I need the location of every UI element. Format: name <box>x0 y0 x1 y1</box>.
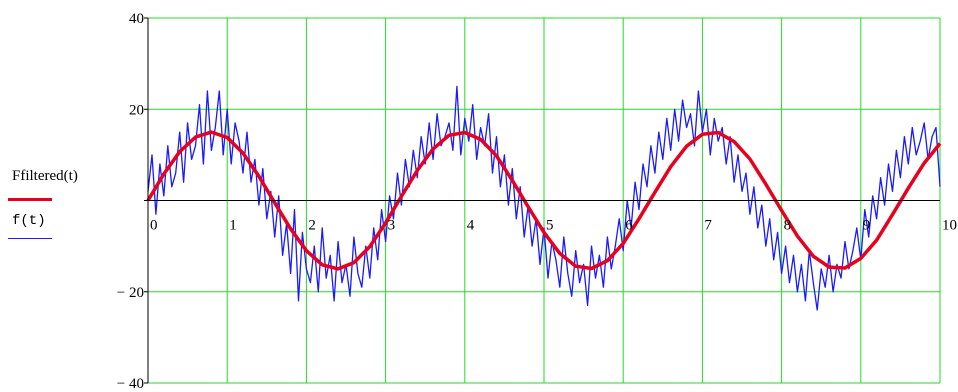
y-tick-label-3: 20 <box>129 102 144 118</box>
axes <box>144 17 940 384</box>
x-tick-label-3: 3 <box>388 218 396 234</box>
legend-label-noisy: f(t) <box>12 213 46 229</box>
series-line-filtered <box>146 130 942 271</box>
x-tick-label-9: 9 <box>863 218 871 234</box>
y-tick-label-0: − 40 <box>117 376 144 392</box>
series-layer <box>146 85 942 311</box>
x-tick-label-6: 6 <box>625 218 633 234</box>
x-tick-label-10: 10 <box>942 218 957 234</box>
x-tick-label-7: 7 <box>704 218 712 234</box>
x-tick-label-1: 1 <box>229 218 237 234</box>
legend-swatch-noisy <box>8 238 52 239</box>
y-tick-label-4: 40 <box>129 11 144 27</box>
x-tick-label-8: 8 <box>784 218 792 234</box>
x-tick-label-4: 4 <box>467 218 475 234</box>
y-tick-label-1: − 20 <box>117 285 144 301</box>
series-line-noisy <box>147 85 941 311</box>
legend-label-filtered: Ffiltered(t) <box>12 168 78 184</box>
tick-labels: 0 1 2 3 4 5 6 7 8 9 10 − 40 − 20 20 40 <box>117 11 957 392</box>
legend-swatch-filtered <box>8 198 52 201</box>
x-tick-label-5: 5 <box>546 218 554 234</box>
x-tick-label-0: 0 <box>150 218 158 234</box>
x-tick-label-2: 2 <box>308 218 316 234</box>
